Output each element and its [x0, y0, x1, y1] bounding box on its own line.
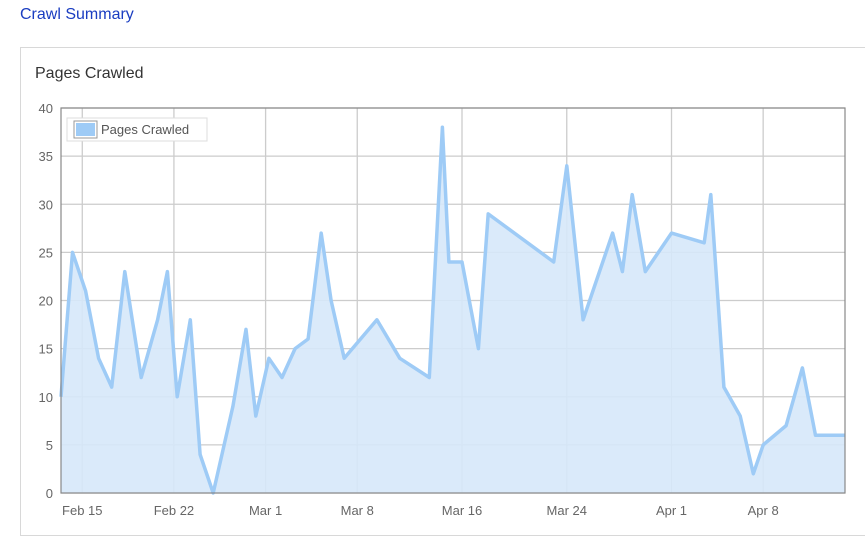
x-tick-label: Feb 15: [62, 503, 102, 518]
legend-swatch: [76, 123, 95, 136]
crawl-summary-link[interactable]: Crawl Summary: [20, 6, 134, 23]
x-tick-label: Mar 8: [341, 503, 374, 518]
series-line: [59, 125, 845, 495]
legend-label: Pages Crawled: [101, 122, 189, 137]
x-tick-label: Mar 24: [547, 503, 587, 518]
y-tick-label: 35: [39, 149, 53, 164]
x-tick-label: Mar 16: [442, 503, 482, 518]
series-area: [61, 127, 845, 494]
y-tick-label: 40: [39, 101, 53, 116]
y-axis-ticks: 0 5 10 15 20 25 30 35 40: [39, 101, 53, 501]
y-tick-label: 15: [39, 342, 53, 357]
y-tick-label: 25: [39, 245, 53, 260]
legend-box: [66, 117, 208, 142]
y-tick-label: 20: [39, 294, 53, 309]
legend[interactable]: Pages Crawled: [66, 117, 208, 142]
y-tick-label: 0: [46, 486, 53, 501]
x-tick-label: Mar 1: [249, 503, 282, 518]
panel-title: Pages Crawled: [35, 65, 144, 82]
plot-frame: [60, 107, 846, 494]
chart-panel: Pages Crawled: [20, 47, 865, 536]
x-tick-label: Feb 22: [154, 503, 194, 518]
y-tick-label: 10: [39, 390, 53, 405]
y-tick-label: 30: [39, 197, 53, 212]
x-tick-label: Apr 8: [748, 503, 779, 518]
y-tick-label: 5: [46, 438, 53, 453]
x-axis-ticks: Feb 15 Feb 22 Mar 1 Mar 8 Mar 16 Mar 24 Apr 1 A…: [62, 503, 779, 518]
x-tick-label: Apr 1: [656, 503, 687, 518]
